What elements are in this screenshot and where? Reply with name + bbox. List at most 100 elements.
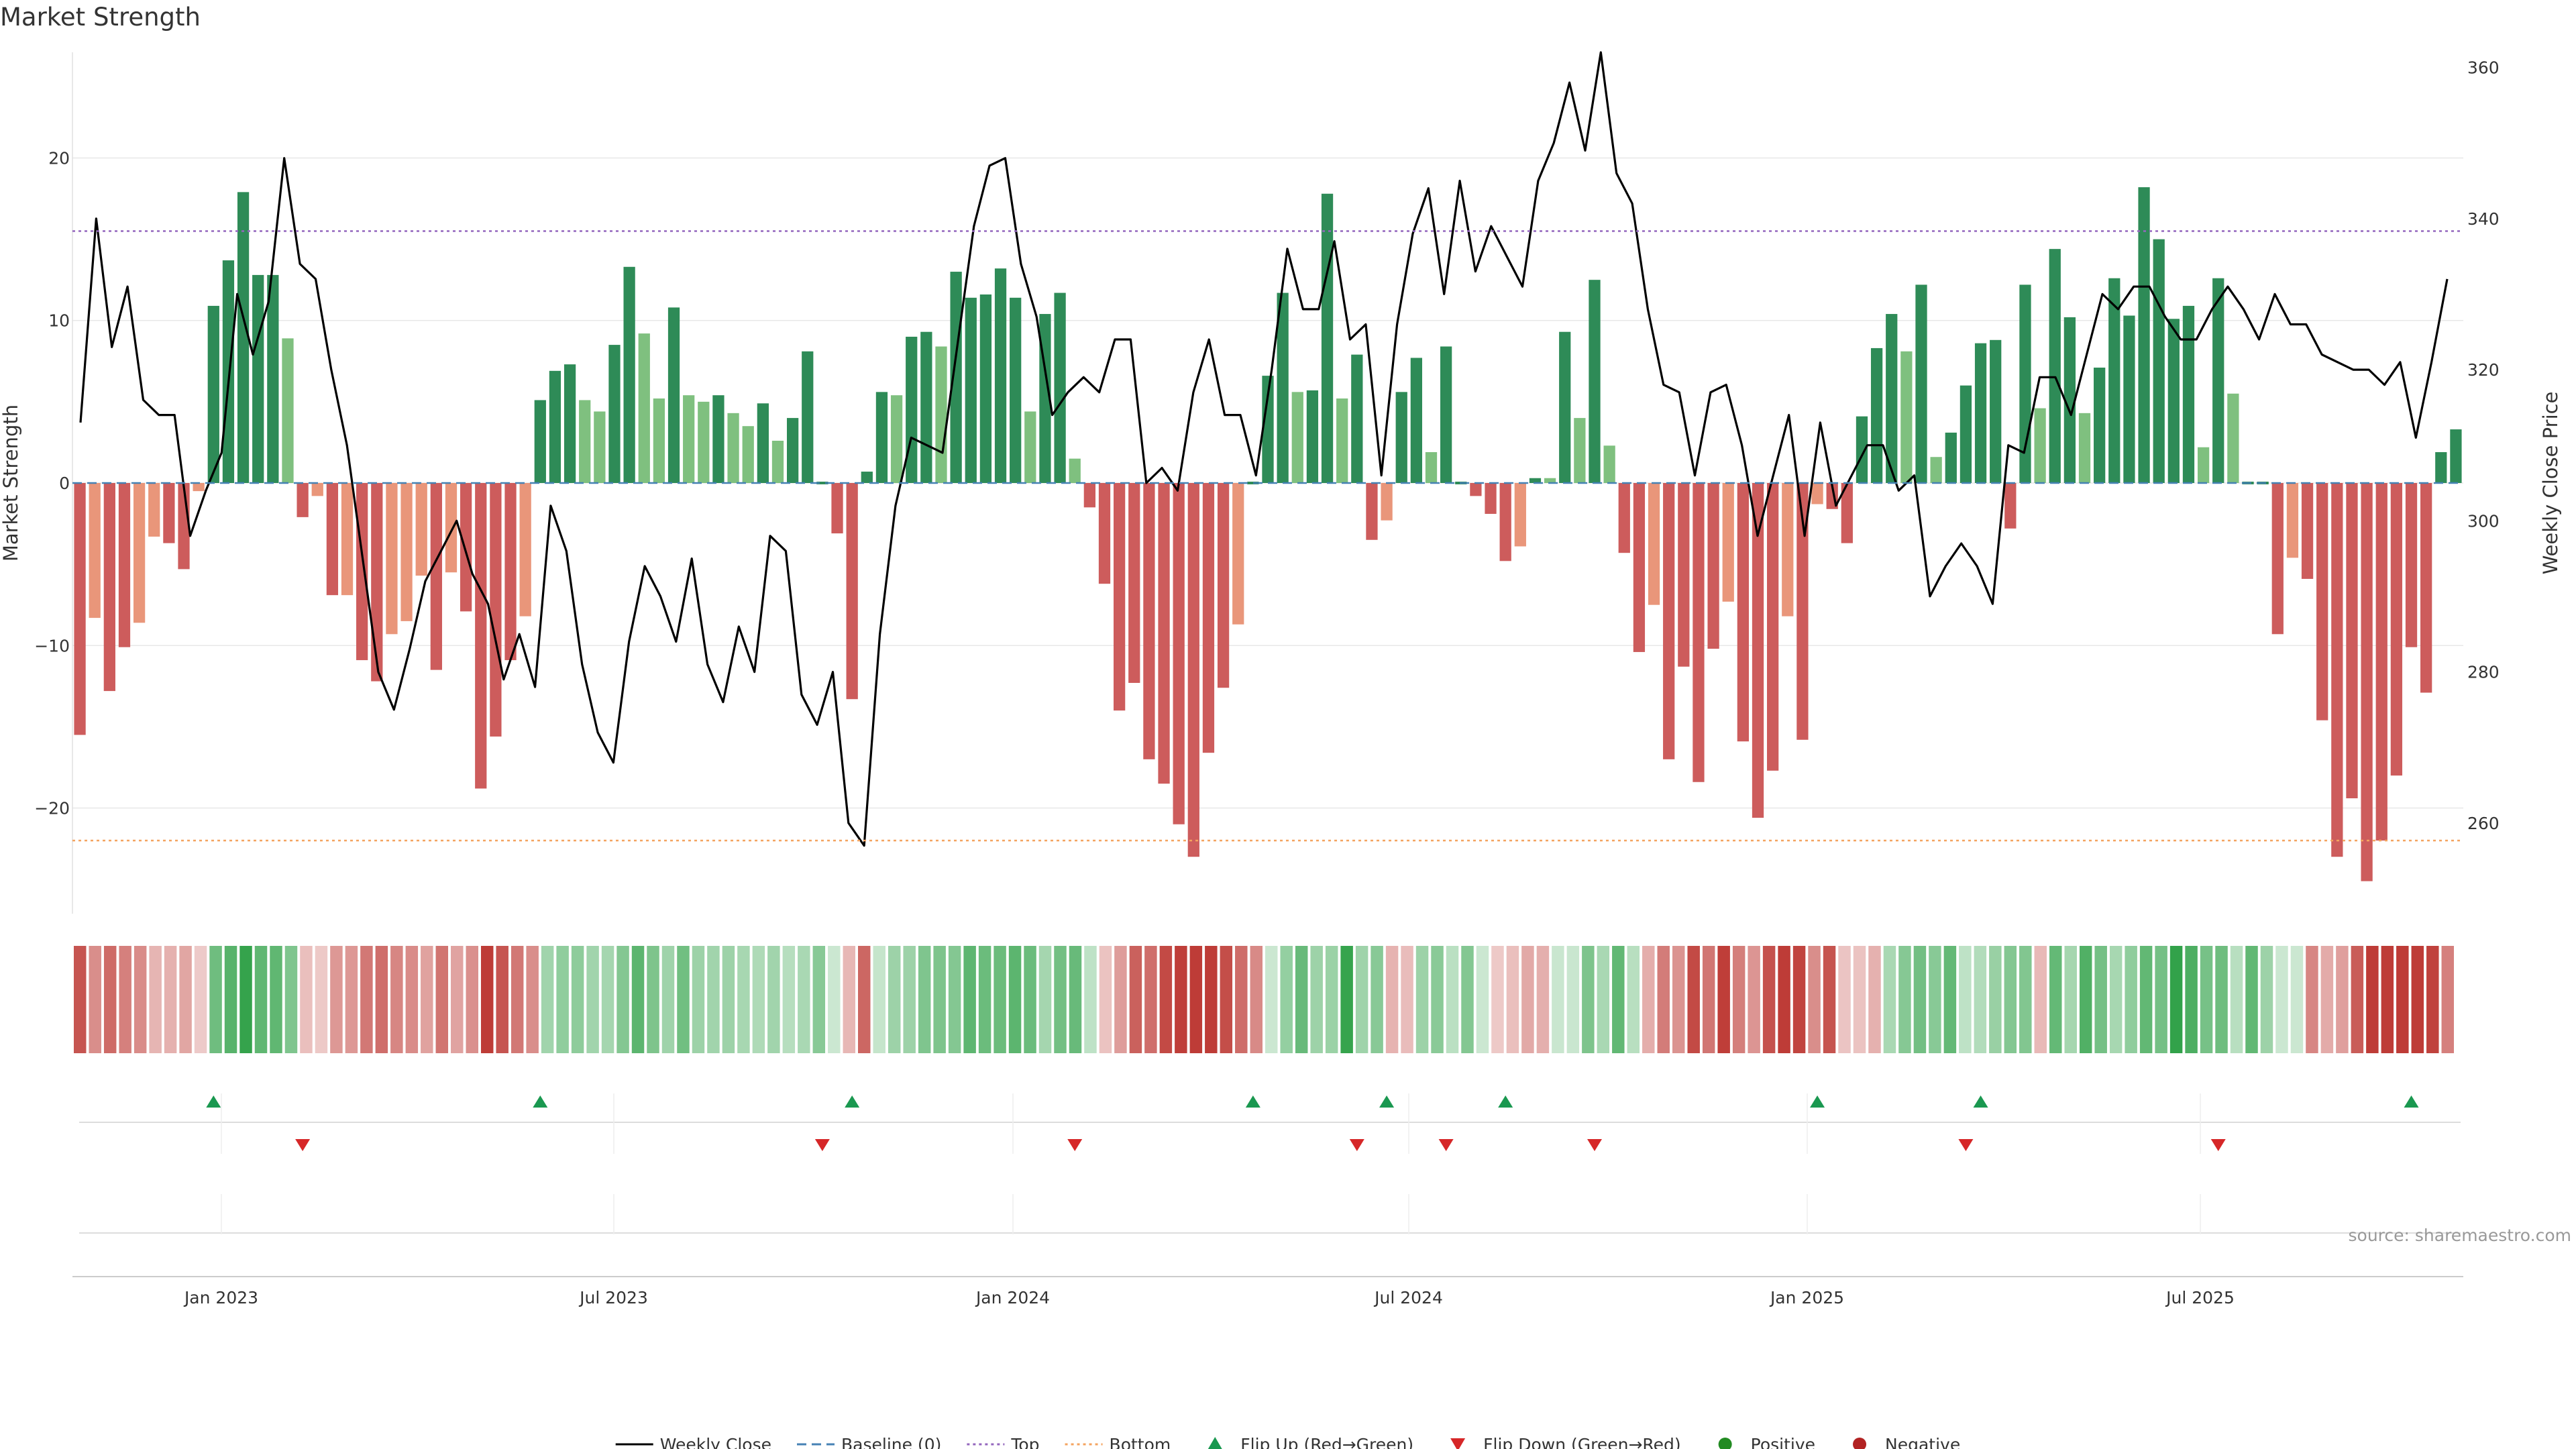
strip-cell [1008, 946, 1022, 1053]
strip-cell [873, 946, 885, 1053]
flip-up-marker [1379, 1095, 1395, 1108]
strip-cell [1566, 946, 1580, 1053]
strip-cell [1114, 946, 1127, 1053]
strip-cell [480, 946, 494, 1053]
strength-bar [400, 483, 413, 621]
strip-cell [194, 946, 207, 1053]
strip-cell [2396, 946, 2409, 1053]
strength-bar [875, 392, 888, 483]
strength-bar [1722, 483, 1734, 602]
strip-cell [963, 946, 976, 1053]
strip-cell [707, 946, 720, 1053]
strip-cell [1401, 946, 1413, 1053]
strength-bar [1143, 483, 1155, 759]
strength-bar [1886, 314, 1898, 483]
strip-cell [1823, 946, 1836, 1053]
strip-cell [692, 946, 705, 1053]
strength-bar [2063, 317, 2076, 483]
strength-bar [504, 483, 517, 661]
strength-bar [1291, 392, 1303, 483]
flip-up-marker [1810, 1095, 1825, 1108]
strip-cell [1220, 946, 1233, 1053]
flip-up-marker [845, 1095, 860, 1108]
strip-cell [224, 946, 237, 1053]
legend-item-bottom: Bottom [1065, 1435, 1171, 1449]
strip-cell [2320, 946, 2334, 1053]
strength-bar [2212, 278, 2224, 483]
strength-bar [1054, 292, 1066, 483]
strength-bar [103, 483, 115, 692]
strength-bar [1247, 482, 1259, 484]
strip-cell [2351, 946, 2364, 1053]
strip-cell [1144, 946, 1157, 1053]
strength-bar [2049, 249, 2061, 483]
strength-bar [1900, 351, 1913, 483]
strength-bar [460, 483, 472, 612]
strength-bar [1158, 483, 1170, 784]
strip-cell [164, 946, 177, 1053]
strength-bar [1366, 483, 1378, 540]
strength-bar [297, 483, 309, 517]
strip-cell [526, 946, 539, 1053]
strength-bar [1633, 483, 1646, 652]
strip-cell [2125, 946, 2137, 1053]
strength-bar [1321, 193, 1334, 483]
strength-bar [2197, 447, 2210, 483]
strip-cell [2260, 946, 2273, 1053]
y2-tick-label: 260 [2467, 814, 2500, 833]
strength-bar [371, 483, 383, 682]
strip-cell [2336, 946, 2349, 1053]
strip-cell [2290, 946, 2304, 1053]
x-tick-label: Jan 2024 [975, 1288, 1050, 1307]
legend-item-flip_down: Flip Down (Green→Red) [1450, 1435, 1681, 1449]
source-note: source: sharemaestro.com [2349, 1226, 2572, 1245]
strip-cell [812, 946, 826, 1053]
strength-bar [1811, 483, 1823, 504]
flip-up-marker [1973, 1095, 1988, 1108]
flip-down-marker [1349, 1139, 1364, 1151]
strip-cell [2139, 946, 2153, 1053]
strip-cell [737, 946, 750, 1053]
legend-item-positive: Positive [1718, 1435, 1815, 1449]
strength-bar [1395, 392, 1407, 483]
strength-bar [549, 370, 561, 483]
strip-cell [1325, 946, 1338, 1053]
strip-cell [1084, 946, 1097, 1053]
strength-bar [356, 483, 368, 661]
strip-cell [1385, 946, 1399, 1053]
strength-bar [2271, 483, 2284, 635]
strength-bar [2078, 413, 2091, 483]
strength-bar [326, 483, 339, 596]
strip-cell [119, 946, 131, 1053]
flip-down-marker [2210, 1139, 2226, 1151]
x-tick-label: Jul 2023 [578, 1288, 648, 1307]
strip-cell [421, 946, 433, 1053]
strip-cell [1762, 946, 1776, 1053]
strip-cell [300, 946, 313, 1053]
flip-up-marker [533, 1095, 548, 1108]
strip-cell [1868, 946, 1881, 1053]
strength-bar [1693, 483, 1705, 782]
strip-cell [345, 946, 358, 1053]
strength-bar [1945, 432, 1957, 483]
strip-cell [375, 946, 388, 1053]
strip-cell [254, 946, 268, 1053]
strength-bar [2361, 483, 2373, 881]
strength-bar [861, 472, 873, 483]
legend-label: Baseline (0) [841, 1435, 941, 1449]
strip-cell [1355, 946, 1368, 1053]
strip-cell [2215, 946, 2228, 1053]
strength-bar [1782, 483, 1794, 616]
strip-cell [2109, 946, 2123, 1053]
legend-label: Positive [1751, 1435, 1815, 1449]
strip-cell [179, 946, 192, 1053]
x-tick-label: Jul 2024 [1373, 1288, 1443, 1307]
strip-cell [888, 946, 901, 1053]
strip-cell [103, 946, 117, 1053]
legend-label: Flip Down (Green→Red) [1483, 1435, 1681, 1449]
strip-cell [1959, 946, 1972, 1053]
strip-cell [1702, 946, 1715, 1053]
strip-cell [1627, 946, 1640, 1053]
strength-bar [802, 351, 814, 483]
